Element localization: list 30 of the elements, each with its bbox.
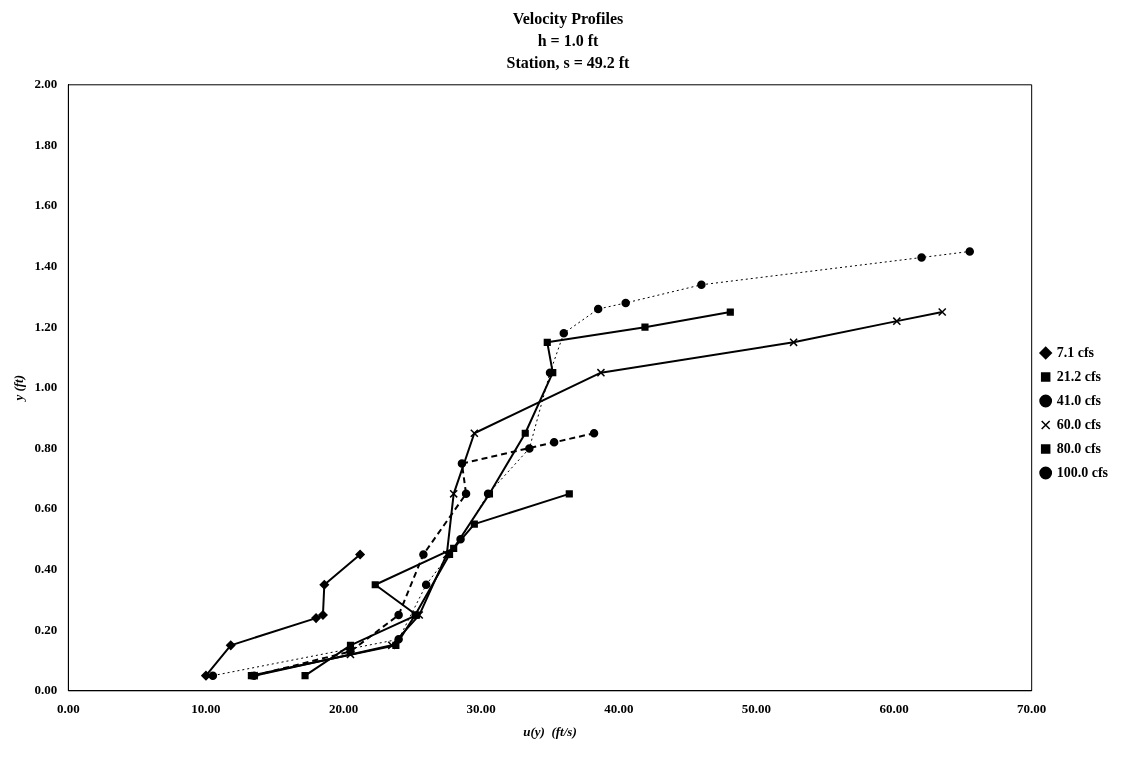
x-tick-label: 20.00: [328, 700, 359, 716]
x-tick-label: 50.00: [741, 700, 772, 716]
text: h = 1.0 ft: [537, 32, 599, 49]
x-tick-label: 0.00: [56, 700, 80, 716]
x-tick-label: 10.00: [191, 700, 221, 716]
x-tick-label: 60.00: [879, 700, 909, 716]
y-tick-label: 1.00: [34, 379, 58, 395]
x-axis-title: u(y) (ft/s): [523, 723, 577, 739]
y-tick-label: 1.40: [34, 257, 58, 273]
x-tick-label: 40.00: [604, 700, 634, 716]
y-tick-label: 2.00: [34, 76, 58, 92]
x-tick-label: 70.00: [1017, 700, 1047, 716]
legend-label: 21.2 cfs: [1056, 368, 1102, 384]
y-axis-title: y (ft): [11, 374, 27, 403]
text: Station, s = 49.2 ft: [506, 54, 630, 71]
legend-label: 41.0 cfs: [1056, 392, 1102, 408]
y-tick-label: 0.40: [34, 560, 58, 576]
legend-label: 7.1 cfs: [1056, 344, 1095, 360]
legend-label: 100.0 cfs: [1056, 464, 1109, 480]
chart-title: Velocity Profiles: [511, 9, 625, 30]
y-tick-label: 1.80: [34, 136, 58, 152]
y-tick-label: 1.60: [34, 197, 58, 213]
y-tick-label: 0.80: [34, 439, 58, 455]
legend-label: 80.0 cfs: [1056, 440, 1102, 456]
y-tick-label: 1.20: [34, 318, 58, 334]
y-tick-label: 0.60: [34, 500, 58, 516]
legend-label: 60.0 cfs: [1056, 416, 1102, 432]
y-tick-label: 0.00: [34, 682, 58, 698]
x-tick-label: 30.00: [466, 700, 496, 716]
y-tick-label: 0.20: [34, 621, 58, 637]
